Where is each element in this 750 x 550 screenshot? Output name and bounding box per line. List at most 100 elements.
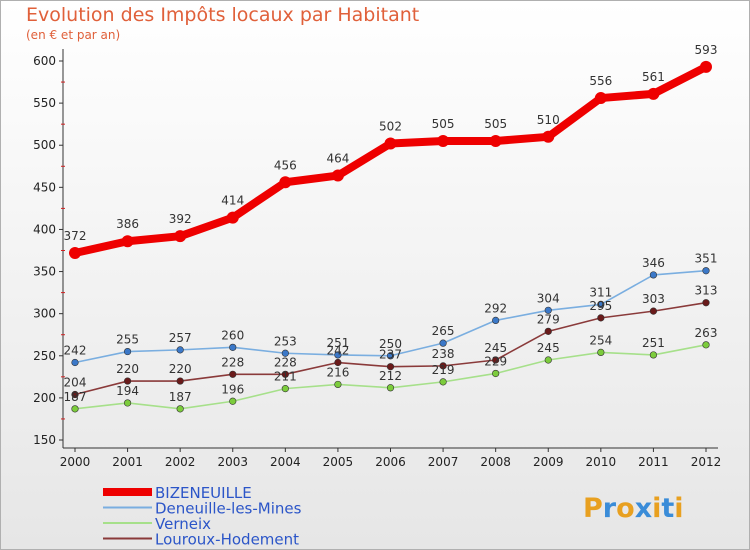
data-label: 313 xyxy=(695,284,718,298)
y-tick-label: 450 xyxy=(33,180,56,194)
data-point xyxy=(702,299,710,307)
data-point xyxy=(174,230,187,243)
y-tick-label: 550 xyxy=(33,96,56,110)
data-label: 196 xyxy=(221,382,244,396)
data-point xyxy=(542,130,555,143)
x-tick-label: 2008 xyxy=(480,455,511,469)
data-label: 502 xyxy=(379,120,402,134)
logo-text: Proxiti xyxy=(583,493,684,524)
y-tick-label: 600 xyxy=(33,54,56,68)
data-label: 238 xyxy=(432,347,455,361)
data-label: 386 xyxy=(116,217,139,231)
data-point xyxy=(649,271,658,279)
data-label: 304 xyxy=(537,291,560,305)
data-label: 295 xyxy=(589,299,612,313)
data-label: 251 xyxy=(326,336,349,350)
data-label: 392 xyxy=(169,212,192,226)
data-point xyxy=(384,137,397,150)
data-point xyxy=(123,377,132,385)
y-tick-label: 200 xyxy=(33,391,56,405)
data-label: 245 xyxy=(537,341,560,355)
data-label: 187 xyxy=(169,390,192,404)
data-point xyxy=(544,356,552,364)
x-tick-label: 2002 xyxy=(165,455,196,469)
data-label: 510 xyxy=(537,113,560,127)
data-label: 245 xyxy=(484,341,507,355)
y-tick-label: 350 xyxy=(33,265,56,279)
data-label: 253 xyxy=(274,334,297,348)
data-point xyxy=(229,370,237,378)
data-label: 254 xyxy=(589,333,612,347)
data-label: 505 xyxy=(432,117,455,131)
data-point xyxy=(176,377,184,385)
series-layer: 372 386 392 414 456 464 502 505 505 510 556 561 593 2… xyxy=(64,43,718,413)
data-label: 414 xyxy=(221,194,244,208)
x-tick-label: 2003 xyxy=(217,455,248,469)
data-point xyxy=(597,348,605,357)
x-tick-label: 2012 xyxy=(691,455,722,469)
data-label: 219 xyxy=(432,363,455,377)
data-point xyxy=(281,385,289,393)
data-label: 257 xyxy=(169,331,192,345)
data-point xyxy=(123,347,132,356)
data-point xyxy=(229,397,237,405)
x-tick-label: 2004 xyxy=(270,455,301,469)
data-point xyxy=(437,135,450,148)
data-point xyxy=(702,267,710,275)
legend-label: Louroux-Hodement xyxy=(155,531,299,549)
data-label: 593 xyxy=(695,43,718,57)
data-label: 456 xyxy=(274,158,297,172)
data-point xyxy=(121,235,134,248)
y-tick-label: 300 xyxy=(33,307,56,321)
data-point xyxy=(544,306,552,314)
data-label: 505 xyxy=(484,117,507,131)
data-point xyxy=(226,211,239,224)
x-tick-label: 2011 xyxy=(638,455,669,469)
data-point xyxy=(492,369,500,378)
data-point xyxy=(386,384,395,392)
data-point xyxy=(439,339,447,347)
y-tick-label: 400 xyxy=(33,222,56,236)
x-tick-label: 2001 xyxy=(112,455,143,469)
data-point xyxy=(649,307,658,315)
legend-label: BIZENEUILLE xyxy=(155,484,252,502)
data-point xyxy=(492,316,500,325)
data-point xyxy=(176,405,184,413)
y-tick-label: 250 xyxy=(33,349,56,363)
data-point xyxy=(647,87,660,100)
data-point xyxy=(71,390,79,399)
data-point xyxy=(123,399,132,407)
data-label: 237 xyxy=(379,348,402,362)
data-label: 311 xyxy=(589,285,612,299)
data-point xyxy=(597,314,605,322)
data-point xyxy=(594,92,607,105)
data-point xyxy=(597,300,605,309)
y-tick-label: 150 xyxy=(33,433,56,447)
x-tick-label: 2009 xyxy=(533,455,564,469)
data-label: 229 xyxy=(484,354,507,368)
data-label: 263 xyxy=(695,326,718,340)
data-point xyxy=(544,327,552,335)
data-label: 211 xyxy=(274,370,297,384)
data-point xyxy=(281,370,289,378)
data-label: 265 xyxy=(432,324,455,338)
data-label: 228 xyxy=(221,355,244,369)
data-label: 260 xyxy=(221,328,244,342)
data-label: 250 xyxy=(379,337,402,351)
data-point xyxy=(331,169,344,182)
data-label: 372 xyxy=(64,229,87,243)
data-point xyxy=(386,363,395,371)
data-point xyxy=(334,358,342,367)
data-label: 279 xyxy=(537,312,560,326)
data-label: 187 xyxy=(64,390,87,404)
data-label: 464 xyxy=(326,152,349,166)
x-tick-label: 2006 xyxy=(375,455,406,469)
data-label: 251 xyxy=(642,336,665,350)
data-label: 228 xyxy=(274,355,297,369)
data-label: 194 xyxy=(116,384,139,398)
data-label: 351 xyxy=(695,252,718,266)
data-point xyxy=(281,349,289,357)
data-label: 204 xyxy=(64,376,87,390)
data-point xyxy=(702,341,710,349)
data-point xyxy=(279,176,292,189)
